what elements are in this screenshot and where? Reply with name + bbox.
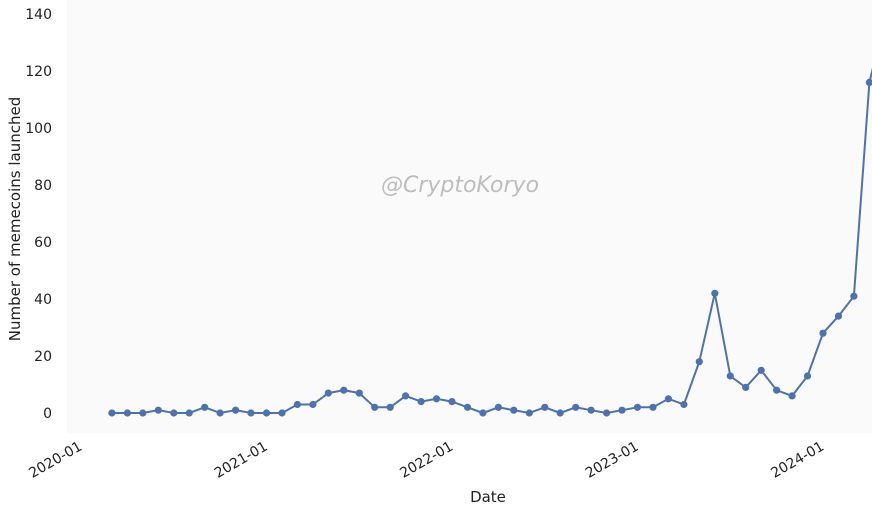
data-point	[448, 398, 456, 406]
y-axis-label: Number of memecoins launched	[6, 97, 24, 342]
data-point	[711, 289, 719, 297]
data-point	[123, 409, 131, 417]
x-tick-label: 2022-01	[397, 439, 456, 482]
data-point	[541, 403, 549, 411]
data-point	[371, 403, 379, 411]
y-tick-label: 20	[34, 349, 52, 365]
data-point	[850, 292, 858, 300]
data-point	[695, 358, 703, 366]
y-tick-label: 100	[25, 121, 52, 137]
data-point	[834, 312, 843, 320]
y-tick-label: 80	[34, 178, 52, 194]
data-point	[324, 389, 332, 397]
data-point	[355, 389, 363, 397]
data-point	[525, 409, 533, 417]
data-point	[278, 409, 286, 417]
data-point	[572, 403, 580, 411]
data-point	[865, 78, 872, 86]
data-point	[649, 403, 657, 411]
data-point	[262, 409, 271, 417]
data-point	[603, 409, 611, 417]
y-tick-label: 60	[34, 235, 52, 251]
y-tick-label: 120	[25, 64, 52, 80]
data-point	[742, 383, 750, 391]
data-point	[432, 395, 441, 403]
data-point	[726, 372, 734, 380]
data-point	[139, 409, 147, 417]
x-tick-label: 2024-01	[768, 439, 827, 482]
x-tick-label: 2020-01	[26, 439, 85, 482]
watermark-text: @CryptoKoryo	[381, 173, 539, 198]
data-point	[185, 409, 193, 417]
data-point	[293, 400, 301, 409]
data-point	[773, 386, 781, 394]
data-point	[556, 409, 564, 417]
data-point	[664, 395, 673, 403]
plot-background	[67, 0, 872, 433]
data-point	[417, 398, 425, 406]
data-point	[494, 403, 502, 411]
data-point	[340, 386, 348, 394]
y-tick-label: 40	[34, 292, 52, 308]
data-point	[309, 400, 317, 409]
series-points	[108, 78, 872, 417]
data-point	[788, 392, 796, 400]
data-point	[510, 406, 518, 414]
data-point	[201, 403, 209, 411]
data-point	[247, 409, 255, 417]
data-point	[633, 403, 642, 411]
y-tick-label: 140	[25, 7, 52, 23]
x-tick-label: 2023-01	[583, 439, 642, 482]
data-point	[108, 409, 116, 417]
data-point	[216, 409, 224, 417]
y-axis-ticks: 0 20 40 60 80 100 120 140	[25, 7, 52, 422]
data-point	[479, 409, 487, 417]
data-point	[587, 406, 595, 414]
data-point	[803, 372, 812, 380]
data-point	[757, 366, 765, 374]
data-point	[618, 406, 626, 414]
x-axis-label: Date	[470, 488, 506, 506]
x-axis-ticks: 2020-01 2021-01 2022-01 2023-01 2024-01	[26, 439, 827, 482]
data-point	[819, 329, 827, 337]
data-point	[386, 403, 394, 411]
data-point	[232, 406, 240, 414]
data-point	[463, 403, 472, 411]
data-point	[680, 400, 688, 409]
data-point	[170, 409, 178, 417]
x-tick-label: 2021-01	[212, 439, 271, 482]
data-point	[154, 406, 162, 414]
data-point	[402, 392, 410, 400]
y-tick-label: 0	[43, 406, 52, 422]
